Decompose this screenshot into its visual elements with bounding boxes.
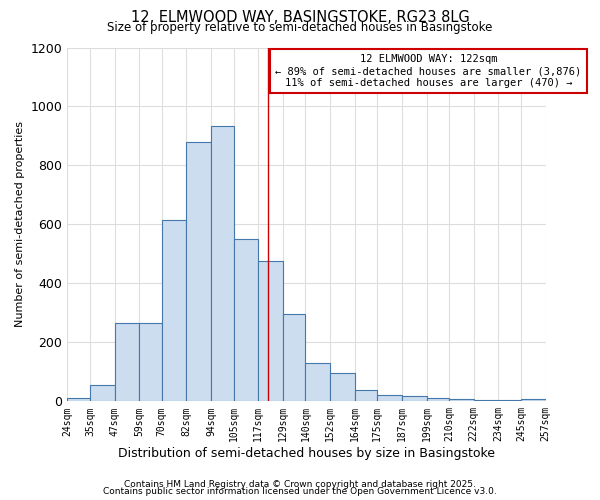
Bar [305,363,330,402]
Text: 12 ELMWOOD WAY: 122sqm
← 89% of semi-detached houses are smaller (3,876)
11% of : 12 ELMWOOD WAY: 122sqm ← 89% of semi-det… [275,54,582,88]
Bar [67,398,90,402]
Bar [233,239,258,402]
Bar [377,396,402,402]
Bar [162,220,187,402]
Text: Contains HM Land Registry data © Crown copyright and database right 2025.: Contains HM Land Registry data © Crown c… [124,480,476,489]
Text: Size of property relative to semi-detached houses in Basingstoke: Size of property relative to semi-detach… [107,21,493,34]
Bar [139,323,162,402]
Bar [187,142,211,402]
Bar [90,385,115,402]
Bar [211,126,233,402]
Bar [521,399,545,402]
Bar [427,398,449,402]
Bar [330,374,355,402]
Bar [258,262,283,402]
Text: Contains public sector information licensed under the Open Government Licence v3: Contains public sector information licen… [103,487,497,496]
Bar [474,400,499,402]
Bar [499,400,521,402]
Text: 12, ELMWOOD WAY, BASINGSTOKE, RG23 8LG: 12, ELMWOOD WAY, BASINGSTOKE, RG23 8LG [131,10,469,25]
X-axis label: Distribution of semi-detached houses by size in Basingstoke: Distribution of semi-detached houses by … [118,447,495,460]
Bar [449,399,474,402]
Bar [355,390,377,402]
Y-axis label: Number of semi-detached properties: Number of semi-detached properties [15,122,25,328]
Bar [402,396,427,402]
Bar [115,323,139,402]
Bar [283,314,305,402]
